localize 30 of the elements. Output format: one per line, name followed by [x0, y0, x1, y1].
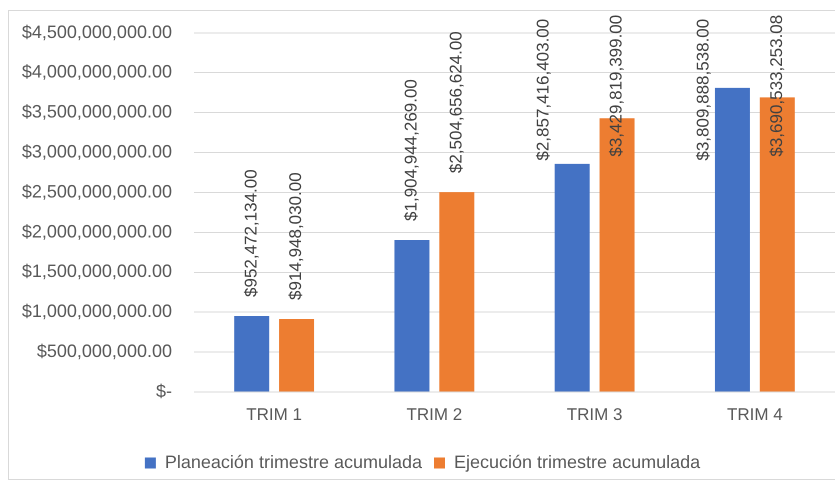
y-tick-label: $3,000,000,000.00: [22, 142, 172, 162]
bar: [554, 164, 590, 392]
y-tick-label: $4,500,000,000.00: [22, 22, 172, 42]
x-tick-label: TRIM 4: [727, 404, 783, 424]
y-tick-label: $4,000,000,000.00: [22, 62, 172, 82]
data-label: $1,904,944,269.00: [402, 79, 421, 221]
y-tick-label: $-: [156, 380, 172, 401]
data-label: $952,472,134.00: [241, 169, 260, 297]
data-label: $2,857,416,403.00: [533, 18, 552, 161]
data-label: $3,690,533,253.08: [766, 14, 786, 157]
legend-label: Planeación trimestre acumulada: [164, 452, 423, 472]
y-tick-label: $2,500,000,000.00: [22, 181, 172, 202]
y-tick-label: $1,000,000,000.00: [22, 301, 172, 322]
y-tick-label: $500,000,000.00: [36, 341, 172, 362]
data-label: $2,504,656,624.00: [446, 31, 466, 174]
y-tick-label: $1,500,000,000.00: [22, 261, 172, 282]
x-tick-label: TRIM 2: [406, 404, 462, 424]
y-tick-label: $3,500,000,000.00: [22, 102, 172, 122]
bar: [439, 192, 474, 392]
x-tick-label: TRIM 3: [566, 404, 622, 424]
data-label: $3,429,819,399.00: [606, 14, 626, 157]
data-label: $914,948,030.00: [286, 172, 306, 300]
data-label: $3,809,888,538.00: [694, 18, 713, 161]
y-tick-label: $2,000,000,000.00: [22, 221, 172, 242]
legend-label: Ejecución trimestre acumulada: [454, 452, 702, 472]
bar: [234, 316, 270, 392]
bar: [394, 240, 430, 392]
bar: [279, 318, 314, 392]
bar: [714, 88, 750, 392]
x-tick-label: TRIM 1: [246, 404, 302, 424]
